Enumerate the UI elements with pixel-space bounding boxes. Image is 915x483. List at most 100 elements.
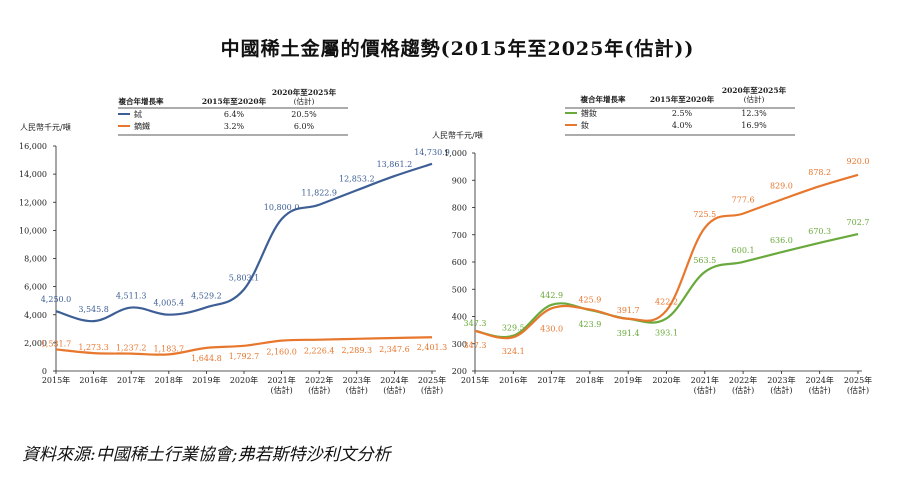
data-label: 423.9 — [578, 320, 601, 329]
data-label: 12,853.2 — [339, 174, 375, 183]
legend-series-name: 鏑鐵 — [134, 121, 150, 131]
legend-header-cagr: 複合年增長率 — [580, 94, 626, 104]
legend-cagr-2015-2020: 4.0% — [672, 121, 693, 130]
y-tick-label: 500 — [452, 285, 467, 294]
data-label: 13,861.2 — [377, 160, 413, 169]
x-tick-label: 2024年 — [806, 375, 834, 385]
page-title: 中國稀土金屬的價格趨勢(2015年至2025年(估計)) — [220, 38, 695, 60]
data-label: 670.3 — [808, 227, 831, 236]
y-tick-label: 6,000 — [24, 283, 47, 292]
x-tick-label: 2015年 — [42, 375, 70, 385]
y-tick-label: 600 — [452, 258, 467, 267]
y-tick-label: 800 — [452, 204, 467, 213]
data-label: 725.5 — [693, 210, 716, 219]
data-label: 425.9 — [578, 295, 601, 304]
data-label: 1,644.8 — [191, 354, 222, 363]
data-label: 10,800.0 — [264, 203, 300, 212]
y-tick-label: 10,000 — [19, 226, 47, 235]
x-tick-label: 2015年 — [461, 375, 489, 385]
y-tick-label: 300 — [452, 340, 467, 349]
legend-cagr-2020-2025: 6.0% — [294, 122, 315, 131]
y-tick-label: 400 — [452, 313, 467, 322]
data-label: 878.2 — [808, 168, 831, 177]
y-tick-label: 16,000 — [19, 142, 47, 151]
legend-header-2015-2020: 2015年至2020年 — [202, 96, 267, 106]
data-label: 5,803.1 — [229, 273, 260, 282]
x-tick-label: 2022年 — [729, 375, 757, 385]
x-tick-label: 2022年 — [305, 375, 333, 385]
data-label: 324.1 — [502, 347, 525, 356]
data-label: 829.0 — [770, 182, 793, 191]
data-label: 391.7 — [617, 306, 640, 315]
data-label: 2,347.6 — [379, 345, 410, 354]
legend-cagr-2020-2025: 16.9% — [741, 121, 767, 130]
data-label: 347.3 — [464, 319, 487, 328]
data-label: 920.0 — [847, 157, 870, 166]
y-tick-label: 200 — [452, 367, 467, 376]
y-tick-label: 1,000 — [444, 149, 467, 158]
x-tick-label: 2019年 — [192, 375, 220, 385]
data-label: 600.1 — [732, 246, 755, 255]
x-tick-label: 2024年 — [380, 375, 408, 385]
data-label: 1,273.3 — [78, 343, 109, 352]
x-tick-sublabel: (估計) — [809, 385, 831, 395]
x-tick-label: 2023年 — [767, 375, 795, 385]
data-label: 4,511.3 — [116, 292, 147, 301]
data-label: 563.5 — [693, 256, 716, 265]
x-tick-sublabel: (估計) — [847, 385, 869, 395]
data-label: 430.0 — [540, 324, 563, 333]
data-label: 329.5 — [502, 324, 525, 333]
series-line-1 — [474, 232, 859, 339]
legend-series-name: 鋱 — [134, 109, 142, 119]
data-label: 3,545.8 — [78, 305, 109, 314]
data-label: 1,792.7 — [229, 352, 260, 361]
legend-header-estimate: (估計) — [744, 94, 765, 104]
data-label: 1,531.7 — [41, 339, 72, 348]
data-label: 393.1 — [655, 328, 678, 337]
x-tick-label: 2017年 — [117, 375, 145, 385]
y-tick-label: 8,000 — [24, 255, 47, 264]
x-tick-label: 2018年 — [155, 375, 183, 385]
x-tick-sublabel: (估計) — [421, 385, 443, 395]
x-tick-label: 2016年 — [79, 375, 107, 385]
y-tick-label: 4,000 — [24, 311, 47, 320]
x-tick-label: 2021年 — [691, 375, 719, 385]
y-tick-label: 2,000 — [24, 339, 47, 348]
series-line-2 — [474, 173, 859, 340]
data-label: 777.6 — [732, 196, 755, 205]
x-tick-label: 2023年 — [343, 375, 371, 385]
x-tick-label: 2017年 — [537, 375, 565, 385]
x-tick-label: 2020年 — [230, 375, 258, 385]
x-tick-label: 2025年 — [418, 375, 446, 385]
legend-header-estimate: (估計) — [294, 96, 315, 106]
x-tick-sublabel: (估計) — [346, 385, 368, 395]
x-tick-label: 2021年 — [267, 375, 295, 385]
data-label: 347.3 — [464, 341, 487, 350]
data-label: 2,160.0 — [266, 348, 297, 357]
legend-cagr-2015-2020: 6.4% — [224, 110, 245, 119]
data-label: 4,005.4 — [154, 299, 185, 308]
data-label: 1,183.7 — [154, 344, 185, 353]
legend-cagr-2015-2020: 3.2% — [224, 122, 245, 131]
y-axis-title: 人民幣千元/噸 — [432, 130, 483, 140]
data-label: 14,730.9 — [414, 148, 450, 157]
legend-cagr-2020-2025: 20.5% — [291, 110, 317, 119]
source-note: 資料來源:中國稀土行業協會;弗若斯特沙利文分析 — [22, 445, 391, 465]
series-line-2 — [55, 336, 433, 356]
legend-header-2020-2025: 2020年至2025年 — [272, 87, 337, 97]
y-tick-label: 900 — [452, 176, 467, 185]
y-tick-label: 14,000 — [19, 170, 47, 179]
data-label: 1,237.2 — [116, 344, 147, 353]
data-label: 2,289.3 — [342, 346, 373, 355]
x-tick-sublabel: (估計) — [694, 385, 716, 395]
data-label: 4,250.0 — [41, 295, 72, 304]
x-tick-label: 2019年 — [614, 375, 642, 385]
x-tick-sublabel: (估計) — [732, 385, 754, 395]
x-tick-sublabel: (估計) — [308, 385, 330, 395]
legend-series-name: 釹 — [581, 120, 589, 130]
data-label: 702.7 — [847, 218, 870, 227]
legend-header-2015-2020: 2015年至2020年 — [650, 94, 715, 104]
legend-cagr-2020-2025: 12.3% — [741, 109, 767, 118]
x-tick-label: 2016年 — [499, 375, 527, 385]
